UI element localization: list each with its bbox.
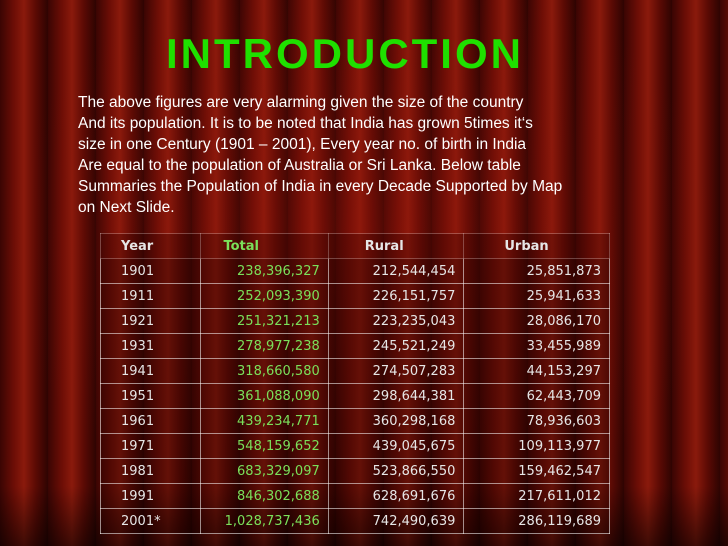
table-cell: 548,159,652: [200, 433, 329, 459]
table-cell: 226,151,757: [327, 283, 465, 309]
table-cell: 28,086,170: [463, 308, 610, 334]
table-cell: 245,521,249: [327, 333, 465, 359]
table-cell: 1951: [99, 383, 202, 409]
table-cell: 33,455,989: [463, 333, 610, 359]
table-row: 1981 683,329,097 523,866,550 159,462,547: [99, 458, 610, 484]
paragraph-line: on Next Slide.: [78, 199, 175, 216]
paragraph-line: Summaries the Population of India in eve…: [78, 178, 563, 195]
table-cell: 25,851,873: [463, 258, 610, 284]
table-cell: 223,235,043: [327, 308, 465, 334]
paragraph-line: Are equal to the population of Australia…: [78, 157, 521, 174]
table-cell: 742,490,639: [327, 508, 465, 534]
table-row: 1911 252,093,390 226,151,757 25,941,633: [99, 283, 610, 309]
table-cell: 298,644,381: [327, 383, 465, 409]
table-cell: 846,302,688: [200, 483, 329, 509]
table-row: 1961 439,234,771 360,298,168 78,936,603: [99, 408, 610, 434]
table-row: 1901 238,396,327 212,544,454 25,851,873: [99, 258, 610, 284]
table-row: 1941 318,660,580 274,507,283 44,153,297: [99, 358, 610, 384]
paragraph-line: The above figures are very alarming give…: [78, 94, 524, 111]
table-row: 2001* 1,028,737,436 742,490,639 286,119,689: [99, 508, 610, 534]
table-cell: 238,396,327: [200, 258, 329, 284]
table-cell: 1971: [99, 433, 202, 459]
table-cell: 1,028,737,436: [200, 508, 329, 534]
table-cell: 278,977,238: [200, 333, 329, 359]
column-header: Rural: [327, 233, 465, 259]
table-cell: 628,691,676: [327, 483, 465, 509]
table-cell: 212,544,454: [327, 258, 465, 284]
table-row: 1951 361,088,090 298,644,381 62,443,709: [99, 383, 610, 409]
table-cell: 1941: [99, 358, 202, 384]
table-cell: 62,443,709: [463, 383, 610, 409]
column-header: Urban: [463, 233, 610, 259]
table-cell: 217,611,012: [463, 483, 610, 509]
table-row: 1931 278,977,238 245,521,249 33,455,989: [99, 333, 610, 359]
table-cell: 1901: [99, 258, 202, 284]
table-header: Year Total Rural Urban: [99, 233, 610, 259]
table-cell: 2001*: [99, 508, 202, 534]
table-body: 1901 238,396,327 212,544,454 25,851,873 1911…: [99, 258, 610, 534]
table-cell: 1931: [99, 333, 202, 359]
table-cell: 286,119,689: [463, 508, 610, 534]
table-cell: 439,045,675: [327, 433, 465, 459]
table-cell: 25,941,633: [463, 283, 610, 309]
table-cell: 1911: [99, 283, 202, 309]
table-row: 1991 846,302,688 628,691,676 217,611,012: [99, 483, 610, 509]
table-cell: 1961: [99, 408, 202, 434]
intro-paragraph: The above figures are very alarming give…: [78, 92, 718, 218]
table-cell: 523,866,550: [327, 458, 465, 484]
column-header: Year: [99, 233, 202, 259]
table-cell: 251,321,213: [200, 308, 329, 334]
table-cell: 361,088,090: [200, 383, 329, 409]
table-cell: 78,936,603: [463, 408, 610, 434]
table-row: 1921 251,321,213 223,235,043 28,086,170: [99, 308, 610, 334]
table-cell: 318,660,580: [200, 358, 329, 384]
table-row: 1971 548,159,652 439,045,675 109,113,977: [99, 433, 610, 459]
slide-title: INTRODUCTION: [166, 30, 524, 77]
table-cell: 683,329,097: [200, 458, 329, 484]
table-cell: 44,153,297: [463, 358, 610, 384]
table-cell: 159,462,547: [463, 458, 610, 484]
table-cell: 1981: [99, 458, 202, 484]
table-cell: 1991: [99, 483, 202, 509]
table-cell: 109,113,977: [463, 433, 610, 459]
header-row: Year Total Rural Urban: [99, 233, 610, 259]
table-cell: 252,093,390: [200, 283, 329, 309]
population-table: Year Total Rural Urban 1901 238,396,327 212,5…: [99, 233, 610, 534]
column-header: Total: [200, 233, 329, 259]
table-cell: 1921: [99, 308, 202, 334]
table-cell: 360,298,168: [327, 408, 465, 434]
paragraph-line: And its population. It is to be noted th…: [78, 115, 533, 132]
table-cell: 439,234,771: [200, 408, 329, 434]
paragraph-line: size in one Century (1901 – 2001), Every…: [78, 136, 527, 153]
table-cell: 274,507,283: [327, 358, 465, 384]
